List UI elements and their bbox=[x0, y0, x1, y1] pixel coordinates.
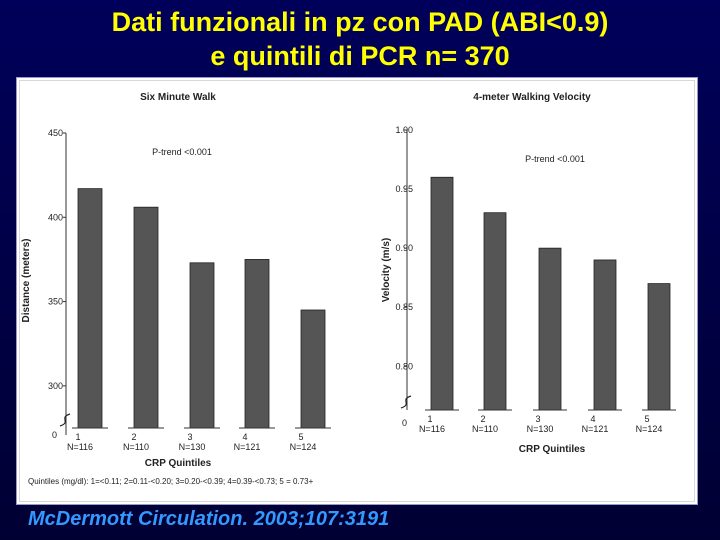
bar bbox=[483, 212, 507, 411]
x-category-label: 3 bbox=[187, 432, 192, 442]
x-category-label: 2 bbox=[131, 432, 136, 442]
y-axis-label: Velocity (m/s) bbox=[381, 238, 392, 302]
x-axis-label: CRP Quintiles bbox=[145, 458, 212, 469]
x-axis-label: CRP Quintiles bbox=[519, 444, 586, 455]
p-trend-annotation: P-trend <0.001 bbox=[152, 147, 212, 157]
slide-title-line1: Dati funzionali in pz con PAD (ABI<0.9) bbox=[111, 7, 609, 37]
bar bbox=[593, 259, 617, 411]
x-category-label: 1 bbox=[427, 414, 432, 424]
x-n-label: N=110 bbox=[123, 442, 149, 452]
x-category-label: 5 bbox=[298, 432, 303, 442]
bar bbox=[430, 176, 454, 411]
p-trend-annotation: P-trend <0.001 bbox=[525, 154, 585, 164]
bar bbox=[647, 283, 671, 411]
x-n-label: N=116 bbox=[419, 424, 445, 434]
x-category-label: 1 bbox=[75, 432, 80, 442]
x-category-label: 5 bbox=[644, 414, 649, 424]
x-n-label: N=130 bbox=[179, 442, 206, 452]
x-category-label: 2 bbox=[480, 414, 485, 424]
y-tick-label: 1.00 bbox=[395, 125, 413, 135]
x-n-label: N=110 bbox=[472, 424, 498, 434]
bar bbox=[244, 259, 270, 429]
x-n-label: N=121 bbox=[582, 424, 609, 434]
y-tick-label: 0.85 bbox=[395, 302, 413, 312]
y-tick-label: 0.80 bbox=[395, 361, 413, 371]
x-n-label: N=121 bbox=[234, 442, 261, 452]
bar bbox=[133, 206, 159, 429]
x-category-label: 3 bbox=[535, 414, 540, 424]
quintiles-footnote: Quintiles (mg/dl): 1=<0.11; 2=0.11-<0.20… bbox=[28, 477, 314, 486]
bar bbox=[77, 188, 103, 429]
bar bbox=[300, 309, 326, 429]
bar bbox=[189, 262, 215, 429]
slide-title-line2: e quintili di PCR n= 370 bbox=[210, 41, 510, 71]
axis-break-mark bbox=[59, 413, 71, 427]
y-zero-label: 0 bbox=[52, 430, 57, 440]
x-n-label: N=124 bbox=[636, 424, 663, 434]
y-tick-label: 300 bbox=[48, 381, 63, 391]
y-tick-label: 0.90 bbox=[395, 243, 413, 253]
x-category-label: 4 bbox=[590, 414, 595, 424]
bar bbox=[538, 247, 562, 411]
y-axis-label: Distance (meters) bbox=[21, 239, 32, 323]
y-tick-label: 350 bbox=[48, 297, 63, 307]
y-zero-label: 0 bbox=[402, 418, 407, 428]
axis-break-mark bbox=[400, 395, 412, 409]
y-tick-label: 450 bbox=[48, 128, 63, 138]
citation: McDermott Circulation. 2003;107:3191 bbox=[28, 508, 390, 530]
figure-inner-border bbox=[19, 80, 695, 502]
x-category-label: 4 bbox=[242, 432, 247, 442]
x-n-label: N=116 bbox=[67, 442, 93, 452]
chart-title: 4-meter Walking Velocity bbox=[473, 92, 591, 103]
figure-panel: Six Minute Walk P-trend <0.001 450 400 350 30… bbox=[16, 77, 698, 505]
x-n-label: N=130 bbox=[527, 424, 554, 434]
x-n-label: N=124 bbox=[290, 442, 317, 452]
y-tick-label: 0.95 bbox=[395, 184, 413, 194]
chart-title: Six Minute Walk bbox=[140, 92, 216, 103]
y-tick-label: 400 bbox=[48, 212, 63, 222]
